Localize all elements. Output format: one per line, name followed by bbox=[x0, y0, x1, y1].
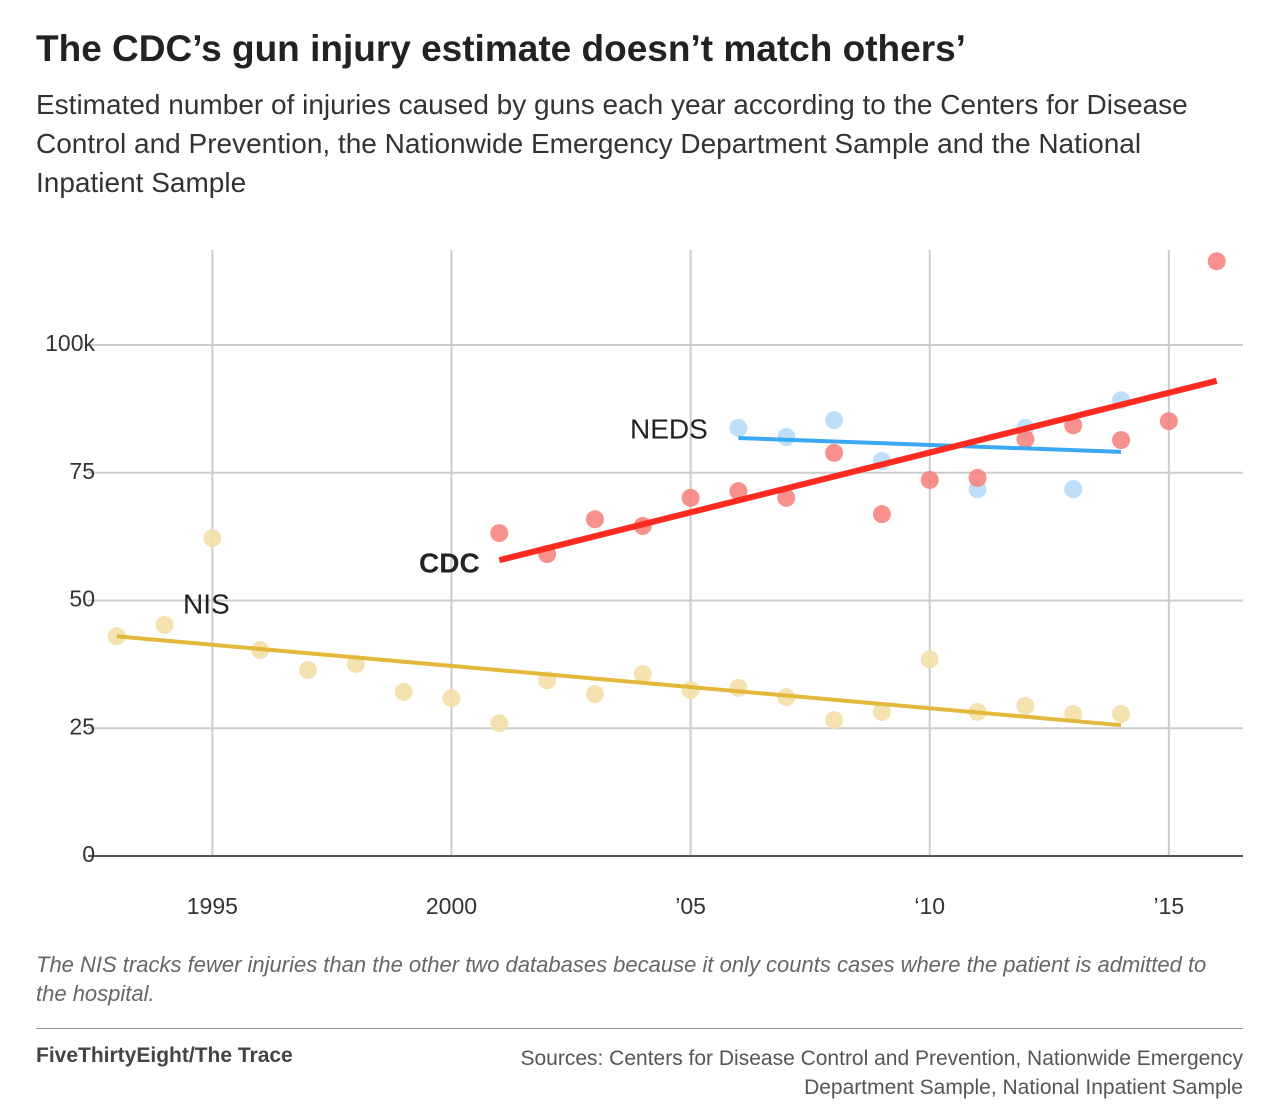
title: The CDC’s gun injury estimate doesn’t ma… bbox=[36, 28, 966, 69]
point bbox=[1016, 430, 1035, 449]
point bbox=[585, 685, 604, 704]
point bbox=[299, 661, 317, 680]
x-tick-label: ’05 bbox=[675, 893, 706, 919]
point bbox=[825, 411, 844, 430]
series-label: CDC bbox=[419, 547, 480, 578]
series-label: NEDS bbox=[630, 413, 708, 444]
point bbox=[490, 714, 509, 733]
x-tick-label: ‘10 bbox=[914, 893, 945, 919]
y-tick-label: 100k bbox=[45, 330, 95, 356]
point bbox=[442, 689, 461, 708]
point bbox=[920, 470, 939, 489]
point bbox=[872, 505, 891, 524]
point bbox=[203, 529, 222, 548]
point bbox=[1112, 704, 1131, 723]
point bbox=[1016, 696, 1035, 715]
point bbox=[777, 488, 796, 507]
point bbox=[729, 482, 748, 501]
point bbox=[825, 711, 844, 730]
chart: 1995 2000 ’05 ‘10 ’15 0 25 50 75 100k NIS NEDS CDC bbox=[45, 250, 1243, 919]
series-label: NIS bbox=[183, 588, 230, 619]
point bbox=[490, 524, 509, 543]
x-tick-label: 1995 bbox=[187, 893, 238, 919]
point bbox=[681, 680, 700, 699]
y-tick-label: 0 bbox=[82, 841, 95, 867]
point bbox=[729, 678, 748, 697]
x-tick-label: ’15 bbox=[1154, 893, 1185, 919]
y-tick-label: 75 bbox=[69, 458, 95, 484]
point bbox=[155, 616, 174, 635]
point bbox=[729, 418, 748, 437]
point bbox=[1159, 412, 1178, 431]
x-tick-label: 2000 bbox=[426, 893, 477, 919]
trend-line bbox=[738, 436, 1122, 454]
y-tick-label: 25 bbox=[69, 713, 95, 739]
point bbox=[585, 510, 604, 529]
point bbox=[777, 428, 796, 447]
point bbox=[394, 682, 413, 701]
point bbox=[1207, 252, 1226, 271]
point bbox=[633, 665, 652, 684]
point bbox=[825, 443, 844, 462]
credit: FiveThirtyEight/The Trace bbox=[36, 1044, 293, 1067]
note: The NIS tracks fewer injuries than the o… bbox=[36, 952, 1207, 1006]
point bbox=[1064, 480, 1083, 499]
source: Sources: Centers for Disease Control and… bbox=[520, 1047, 1243, 1099]
point bbox=[872, 702, 891, 721]
rule bbox=[36, 1028, 1243, 1029]
point bbox=[681, 488, 700, 507]
point bbox=[968, 468, 987, 487]
trend-line bbox=[498, 377, 1218, 564]
point bbox=[1064, 704, 1083, 723]
trend-line bbox=[116, 634, 1122, 728]
subtitle: Estimated number of injuries caused by g… bbox=[36, 89, 1188, 198]
point bbox=[1112, 431, 1131, 450]
point bbox=[920, 650, 939, 669]
y-tick-label: 50 bbox=[69, 586, 95, 612]
